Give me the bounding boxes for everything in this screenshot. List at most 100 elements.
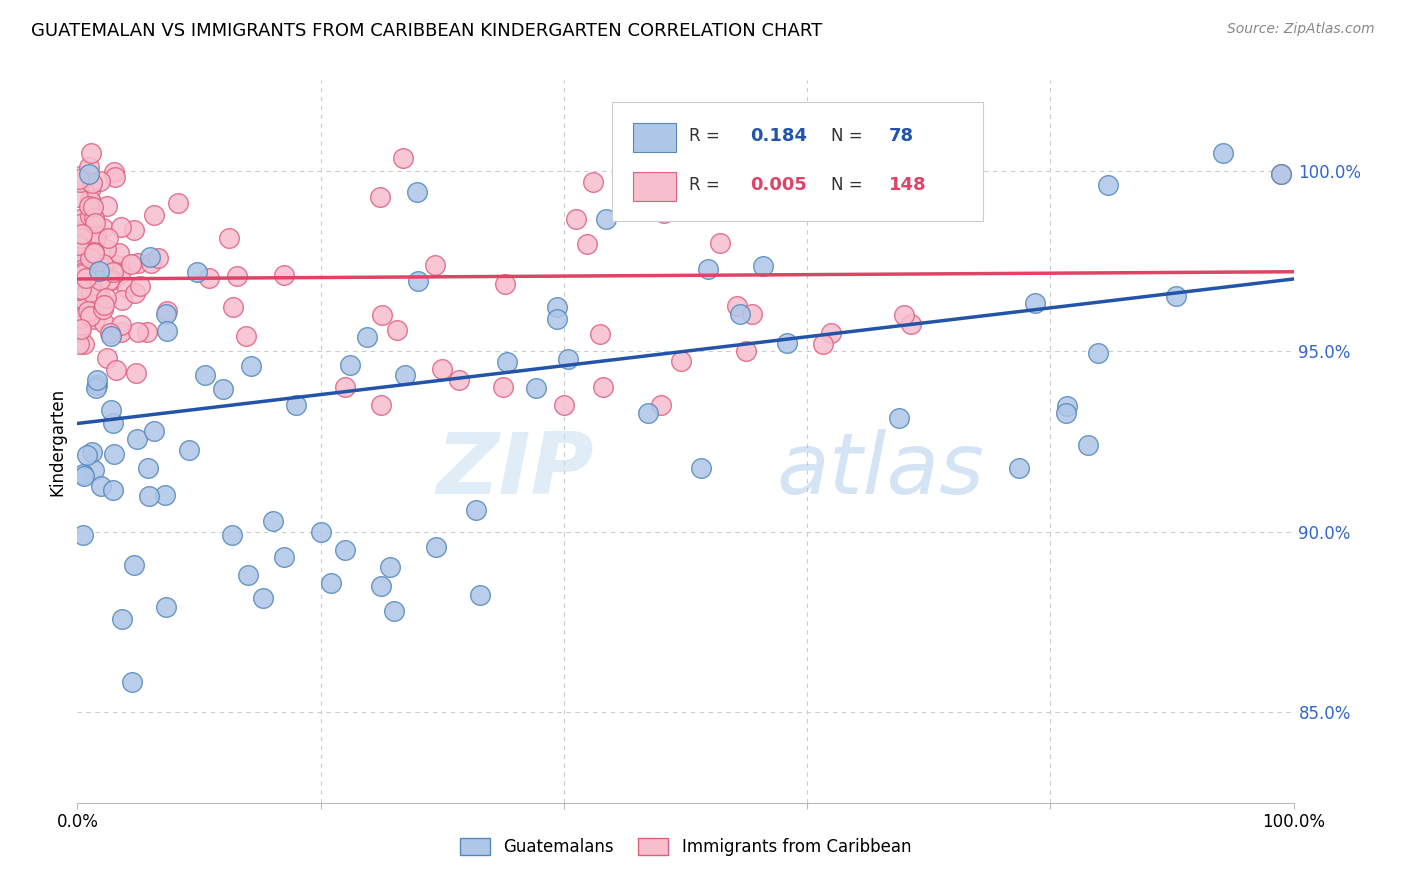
Point [70, 212, 93, 227]
Point [101, 483, 124, 498]
Point [76, 449, 98, 463]
Point [89, 174, 111, 188]
FancyBboxPatch shape [633, 123, 676, 152]
Point [423, 258, 446, 272]
Point [385, 323, 408, 337]
Point [87, 264, 110, 278]
Point [1097, 178, 1119, 193]
Point [98, 326, 121, 340]
Point [90, 479, 112, 493]
Point [575, 236, 598, 251]
Point [86, 373, 108, 387]
Point [1077, 438, 1099, 452]
Point [80, 194, 103, 209]
Point [690, 460, 713, 475]
Point [94, 291, 117, 305]
Point [1087, 346, 1109, 360]
Point [155, 304, 177, 318]
Point [652, 206, 675, 220]
Point [122, 223, 145, 237]
Point [94, 242, 117, 256]
Text: 0.184: 0.184 [749, 127, 807, 145]
Point [84, 381, 107, 395]
Point [79, 282, 101, 296]
Point [73, 469, 96, 483]
Point [69, 212, 91, 227]
Point [72, 262, 94, 277]
Point [70, 311, 93, 326]
Point [104, 169, 127, 184]
Point [97, 231, 120, 245]
Point [101, 416, 124, 430]
Point [75, 244, 97, 258]
Point [72, 227, 94, 241]
Point [72, 527, 94, 541]
Point [697, 261, 720, 276]
Point [69, 322, 91, 336]
Point [186, 265, 208, 279]
Point [218, 230, 240, 244]
Point [100, 403, 122, 417]
Text: 148: 148 [889, 176, 927, 194]
Point [69, 248, 91, 262]
Point [89, 273, 111, 287]
Point [595, 211, 617, 226]
Point [235, 329, 257, 343]
Point [820, 326, 842, 340]
Point [79, 235, 101, 250]
Point [83, 211, 105, 225]
Point [80, 231, 103, 245]
Point [768, 145, 790, 160]
Text: N =: N = [831, 127, 869, 145]
Point [124, 285, 146, 300]
Point [67, 190, 90, 204]
Point [69, 278, 91, 293]
Y-axis label: Kindergarten: Kindergarten [48, 387, 66, 496]
Point [142, 208, 165, 222]
Text: Source: ZipAtlas.com: Source: ZipAtlas.com [1227, 22, 1375, 37]
Point [1054, 407, 1077, 421]
Point [110, 220, 132, 235]
Point [69, 169, 91, 183]
Point [89, 290, 111, 304]
Point [273, 550, 295, 565]
Point [79, 309, 101, 323]
Point [1270, 167, 1292, 181]
Point [153, 488, 176, 502]
Point [887, 410, 910, 425]
Point [735, 344, 758, 359]
Point [546, 300, 568, 314]
Point [333, 542, 356, 557]
Point [356, 330, 378, 344]
Point [110, 293, 132, 307]
Text: 78: 78 [889, 127, 914, 145]
Point [83, 263, 105, 277]
Point [370, 398, 392, 412]
Point [97, 273, 120, 287]
Point [406, 275, 429, 289]
Point [155, 600, 177, 615]
Point [125, 366, 148, 380]
Point [67, 235, 90, 249]
Point [84, 229, 107, 244]
Point [221, 301, 243, 315]
Point [406, 186, 429, 200]
Point [67, 238, 90, 252]
Point [464, 503, 486, 517]
Point [370, 308, 392, 322]
Point [83, 245, 105, 260]
Text: 0.005: 0.005 [749, 176, 807, 194]
Point [709, 236, 731, 251]
Point [382, 604, 405, 618]
Point [80, 285, 103, 299]
Point [582, 175, 605, 189]
Point [309, 524, 332, 539]
Point [380, 559, 402, 574]
Point [811, 337, 834, 351]
Point [83, 265, 105, 279]
Point [564, 212, 586, 227]
Point [76, 220, 98, 235]
Point [70, 282, 93, 296]
Point [84, 312, 107, 326]
Point [72, 467, 94, 481]
